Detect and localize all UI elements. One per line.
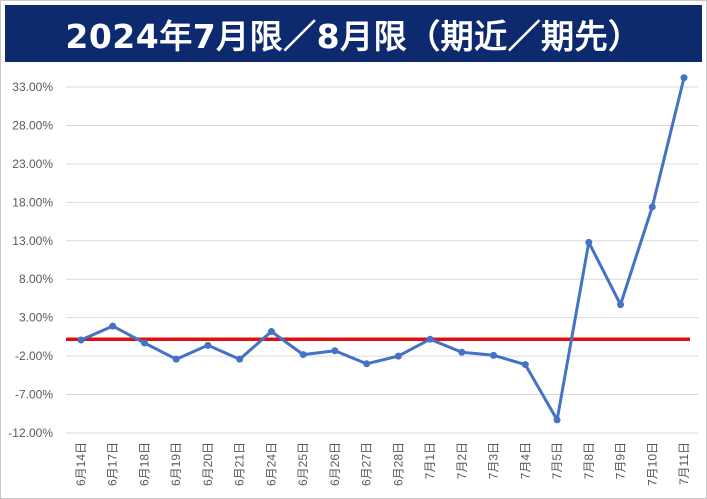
y-tick-label: 18.00% xyxy=(12,195,53,209)
x-tick-label: 7月1日 xyxy=(423,442,437,479)
y-tick-label: 13.00% xyxy=(12,234,53,248)
data-point xyxy=(490,351,498,359)
x-tick-label: 7月10日 xyxy=(645,442,659,486)
y-tick-label: 23.00% xyxy=(12,157,53,171)
x-tick-label: 7月4日 xyxy=(518,442,532,479)
data-point xyxy=(585,238,593,246)
x-tick-label: 6月21日 xyxy=(233,442,247,486)
data-point xyxy=(172,355,180,363)
y-tick-label: 28.00% xyxy=(12,118,53,132)
x-tick-label: 6月19日 xyxy=(169,442,183,486)
data-point xyxy=(77,336,85,344)
data-point xyxy=(204,341,212,349)
y-tick-label: -7.00% xyxy=(15,388,53,402)
series-line xyxy=(80,77,686,422)
data-point xyxy=(458,348,466,356)
data-point xyxy=(426,335,434,343)
title-banner: 2024年7月限／8月限（期近／期先） xyxy=(5,5,702,62)
x-tick-label: 7月11日 xyxy=(677,442,691,485)
x-tick-label: 6月26日 xyxy=(328,442,342,486)
x-tick-label: 6月17日 xyxy=(106,442,120,486)
data-point xyxy=(617,301,625,309)
data-point xyxy=(331,347,339,355)
x-tick-label: 6月24日 xyxy=(264,442,278,486)
x-tick-label: 6月27日 xyxy=(360,442,374,486)
x-tick-label: 6月18日 xyxy=(137,442,151,486)
chart-title: 2024年7月限／8月限（期近／期先） xyxy=(65,16,642,56)
y-tick-label: 3.00% xyxy=(19,311,53,325)
data-point xyxy=(140,339,148,347)
x-tick-label: 7月9日 xyxy=(614,442,628,479)
x-tick-label: 7月8日 xyxy=(582,442,596,479)
y-tick-label: -12.00% xyxy=(8,426,53,440)
x-tick-label: 7月3日 xyxy=(487,442,501,479)
data-point xyxy=(236,355,244,363)
data-point xyxy=(521,361,529,369)
data-point xyxy=(394,352,402,360)
x-tick-label: 6月20日 xyxy=(201,442,215,486)
x-tick-label: 6月25日 xyxy=(296,442,310,486)
x-tick-label: 7月2日 xyxy=(455,442,469,479)
y-tick-label: 8.00% xyxy=(19,272,53,286)
data-point xyxy=(553,416,561,424)
data-point xyxy=(109,322,117,330)
data-point xyxy=(299,351,307,359)
x-tick-label: 6月28日 xyxy=(391,442,405,486)
data-point xyxy=(648,203,656,211)
data-point xyxy=(680,74,688,82)
data-point xyxy=(267,328,275,336)
y-tick-label: -2.00% xyxy=(15,349,53,363)
data-point xyxy=(363,360,371,368)
x-tick-label: 7月5日 xyxy=(550,442,564,479)
y-tick-label: 33.00% xyxy=(12,80,53,94)
x-tick-label: 6月14日 xyxy=(74,442,88,486)
